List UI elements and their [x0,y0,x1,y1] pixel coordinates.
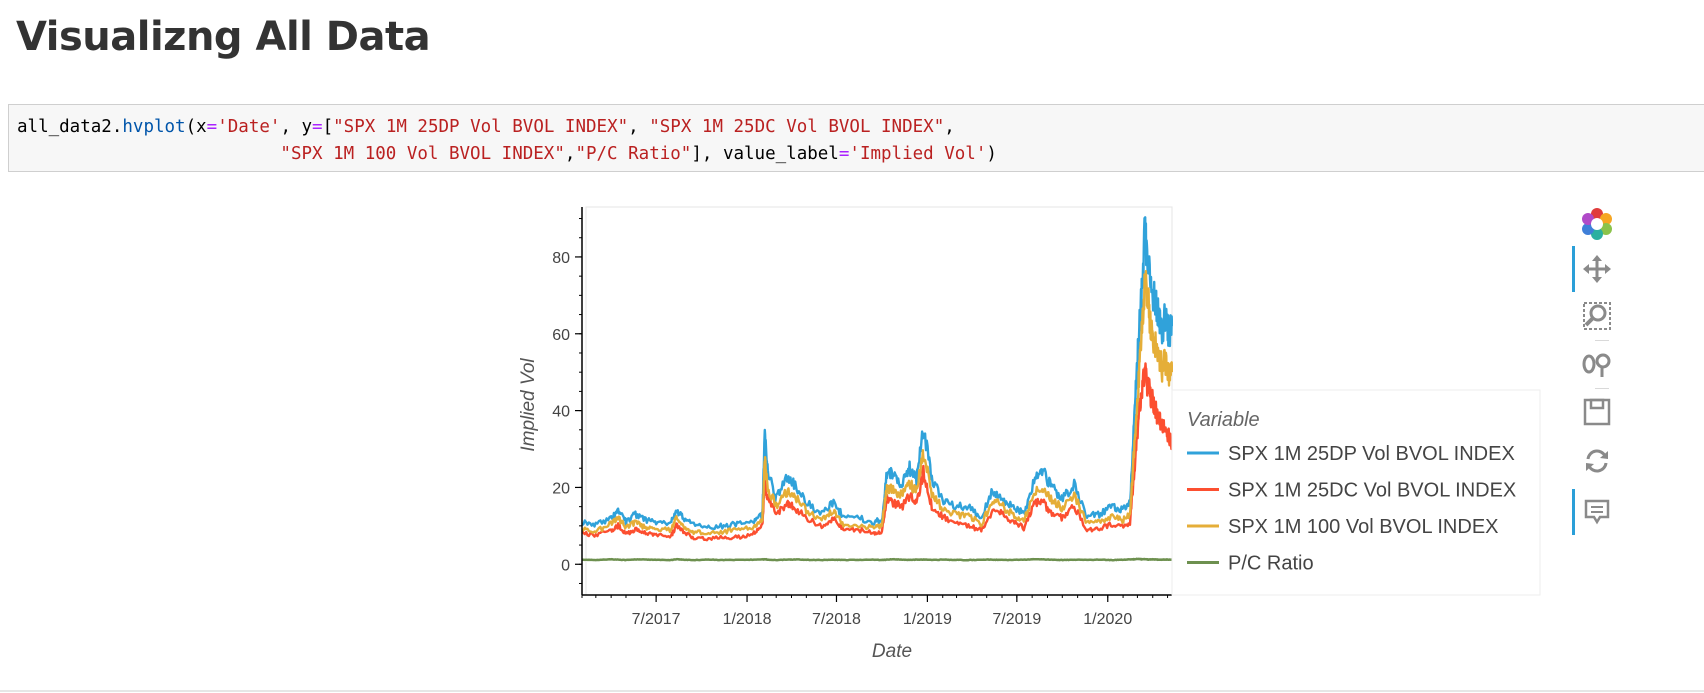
code-token: = [312,117,323,137]
pan-icon[interactable] [1572,247,1622,291]
code-token: , y [280,117,313,137]
code-token: , [944,117,955,137]
x-tick-label: 1/2019 [903,611,952,628]
x-tick-label: 7/2019 [992,611,1041,628]
x-tick-label: 1/2018 [723,611,772,628]
code-token: = [838,144,850,164]
x-tick-label: 1/2020 [1083,611,1132,628]
y-tick-label: 0 [561,557,570,574]
bokeh-logo-icon[interactable] [1572,202,1622,246]
series-line [582,557,1173,562]
cell-divider [0,690,1704,692]
save-icon[interactable] [1572,390,1622,434]
code-token: ], value_label [691,144,839,164]
reset-icon[interactable] [1572,439,1622,483]
series-layer [582,216,1173,562]
y-tick-label: 60 [552,327,570,344]
y-tick-label: 20 [552,480,570,497]
x-tick-label: 7/2018 [812,611,861,628]
code-token: "SPX 1M 25DC Vol BVOL INDEX" [649,117,945,137]
legend-item-label[interactable]: SPX 1M 25DP Vol BVOL INDEX [1228,443,1515,465]
y-axis-label: Implied Vol [518,358,539,452]
legend-item-label[interactable]: SPX 1M 100 Vol BVOL INDEX [1228,516,1499,538]
axes: 0 20 40 60 80 7/2017 1/2018 7/2018 1/2019 7/2019 1… [518,207,1172,662]
code-token: hvplot [122,117,186,137]
series-line [582,270,1173,536]
code-line: all_data2.hvplot(x='Date', y=["SPX 1M 25… [17,114,1704,141]
code-token: 'Date' [217,117,281,137]
x-tick-label: 7/2017 [632,611,681,628]
code-token: 'Implied Vol' [849,144,987,164]
x-axis-label: Date [872,641,912,662]
hover-active-indicator [1572,489,1575,535]
series-line [582,362,1173,542]
box-zoom-icon[interactable] [1572,294,1622,338]
page-heading: Visualizng All Data [16,14,431,60]
code-token: = [206,117,218,137]
wheel-zoom-icon[interactable] [1572,342,1622,386]
legend-box [1171,389,1541,596]
code-token: . [111,117,123,137]
code-token: "P/C Ratio" [575,144,692,164]
y-tick-label: 40 [552,404,570,421]
code-cell[interactable]: all_data2.hvplot(x='Date', y=["SPX 1M 25… [8,104,1704,172]
code-token: ) [986,144,997,164]
plot-toolbar[interactable] [1572,202,1622,552]
legend-title: Variable [1187,409,1260,431]
code-token: [ [322,117,334,137]
code-token: "SPX 1M 100 Vol BVOL INDEX" [280,144,565,164]
code-token: all_data2 [17,117,112,137]
pan-active-indicator [1572,246,1575,292]
y-tick-label: 80 [552,250,570,267]
code-line: "SPX 1M 100 Vol BVOL INDEX","P/C Ratio"]… [17,141,1704,168]
plot-frame [585,206,1173,596]
hover-icon[interactable] [1572,490,1622,534]
legend-item-label[interactable]: SPX 1M 25DC Vol BVOL INDEX [1228,480,1516,502]
code-token: "SPX 1M 25DP Vol BVOL INDEX" [333,117,629,137]
series-line [582,216,1173,531]
legend[interactable]: Variable SPX 1M 25DP Vol BVOL INDEX SPX 1… [1171,389,1541,596]
toolbar-divider [1595,340,1609,341]
legend-item-label[interactable]: P/C Ratio [1228,553,1314,575]
code-token: , [628,117,650,137]
code-token: (x [185,117,207,137]
toolbar-divider [1595,388,1609,389]
code-token: , [564,144,576,164]
